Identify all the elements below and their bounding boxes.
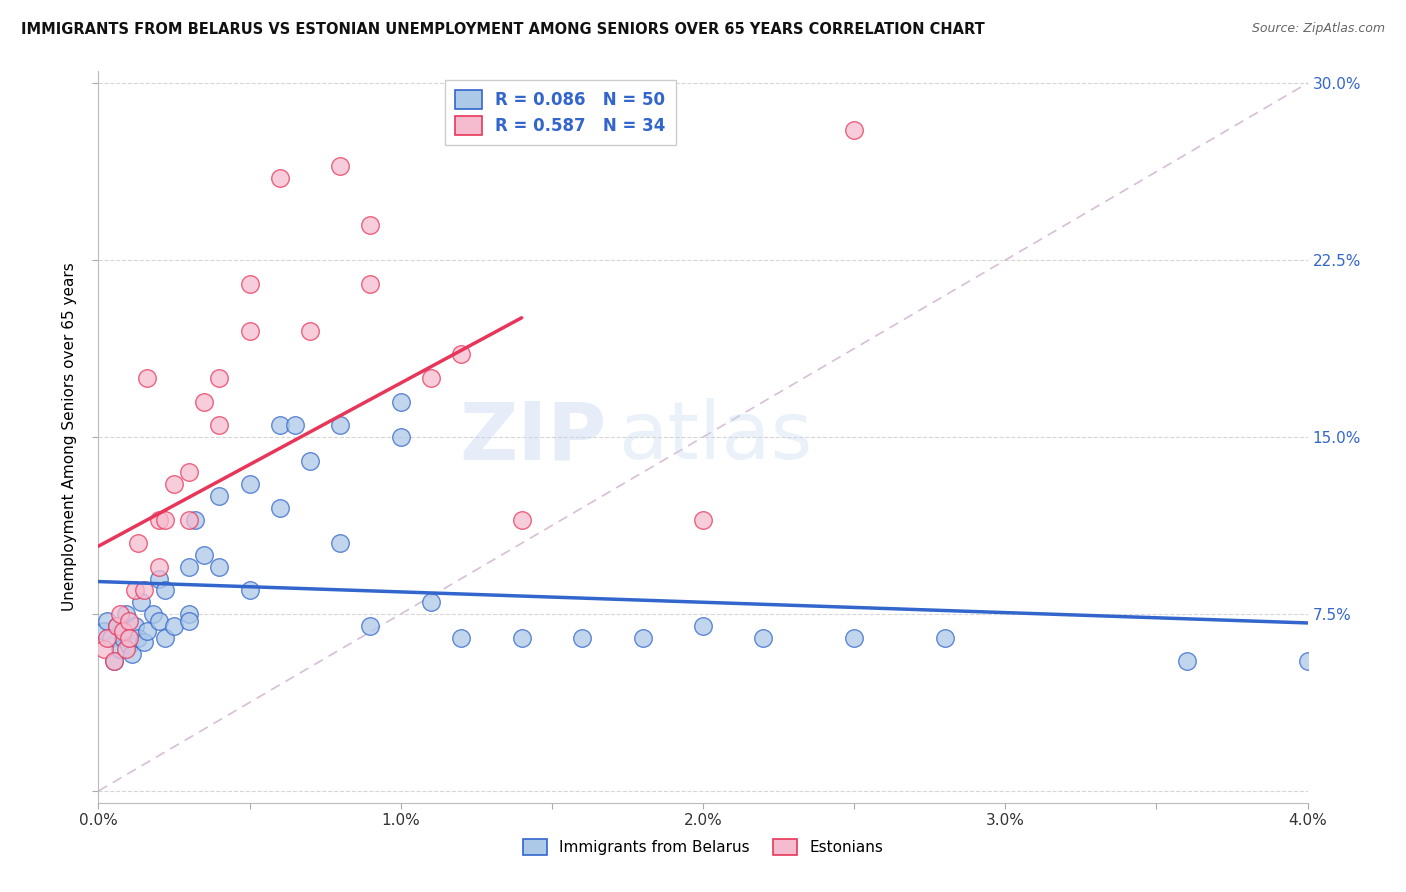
Point (329, 536, 352, 550)
Point (103, 654, 125, 668)
Point (360, 277, 382, 291)
Point (184, 513, 207, 527)
Point (114, 642, 136, 657)
Point (284, 418, 307, 433)
Text: IMMIGRANTS FROM BELARUS VS ESTONIAN UNEMPLOYMENT AMONG SENIORS OVER 65 YEARS COR: IMMIGRANTS FROM BELARUS VS ESTONIAN UNEM… (21, 22, 984, 37)
Point (450, 347, 472, 361)
Text: atlas: atlas (619, 398, 813, 476)
Text: Source: ZipAtlas.com: Source: ZipAtlas.com (1251, 22, 1385, 36)
Point (208, 371, 231, 385)
Point (389, 430, 412, 444)
Point (844, 123, 866, 137)
Point (148, 572, 170, 586)
Point (105, 619, 128, 633)
Point (208, 489, 231, 503)
Point (269, 418, 291, 433)
Point (179, 466, 201, 480)
Point (208, 559, 231, 574)
Point (108, 642, 131, 657)
Point (179, 614, 201, 628)
Point (129, 595, 152, 609)
Point (108, 607, 131, 621)
Point (96, 631, 118, 645)
Point (329, 418, 352, 433)
Point (179, 559, 201, 574)
Point (132, 635, 155, 649)
Point (510, 631, 533, 645)
Point (692, 619, 714, 633)
Point (631, 631, 654, 645)
Point (96, 614, 118, 628)
Point (121, 647, 143, 661)
Text: ZIP: ZIP (458, 398, 606, 476)
Point (93, 642, 115, 657)
Point (1296, 654, 1319, 668)
Point (148, 614, 170, 628)
Point (692, 513, 714, 527)
Point (118, 614, 141, 628)
Point (299, 453, 322, 467)
Point (163, 477, 186, 491)
Point (135, 624, 157, 638)
Point (844, 631, 866, 645)
Point (148, 513, 170, 527)
Point (142, 607, 165, 621)
Point (934, 631, 956, 645)
Point (135, 371, 157, 385)
Point (360, 218, 382, 232)
Point (105, 619, 128, 633)
Point (163, 619, 186, 633)
Point (420, 371, 443, 385)
Point (153, 583, 176, 598)
Point (127, 536, 149, 550)
Point (114, 607, 136, 621)
Point (118, 638, 141, 652)
Point (208, 418, 231, 433)
Point (179, 513, 201, 527)
Point (450, 631, 472, 645)
Point (329, 159, 352, 173)
Point (389, 394, 412, 409)
Point (571, 631, 593, 645)
Point (269, 500, 291, 515)
Point (148, 559, 170, 574)
Point (118, 631, 141, 645)
Point (153, 631, 176, 645)
Point (299, 324, 322, 338)
Point (193, 394, 215, 409)
Point (127, 631, 149, 645)
Point (239, 277, 262, 291)
Point (100, 631, 122, 645)
Point (179, 607, 201, 621)
Point (510, 513, 533, 527)
Point (111, 624, 134, 638)
Point (752, 631, 775, 645)
Point (111, 631, 134, 645)
Point (239, 583, 262, 598)
Point (420, 595, 443, 609)
Point (132, 583, 155, 598)
Point (124, 583, 146, 598)
Point (239, 477, 262, 491)
Point (103, 654, 125, 668)
Point (239, 324, 262, 338)
Y-axis label: Unemployment Among Seniors over 65 years: Unemployment Among Seniors over 65 years (62, 263, 77, 611)
Point (360, 619, 382, 633)
Point (269, 170, 291, 185)
Point (124, 619, 146, 633)
Point (153, 513, 176, 527)
Legend: Immigrants from Belarus, Estonians: Immigrants from Belarus, Estonians (516, 833, 890, 861)
Point (1175, 654, 1198, 668)
Point (93, 624, 115, 638)
Point (193, 548, 215, 562)
